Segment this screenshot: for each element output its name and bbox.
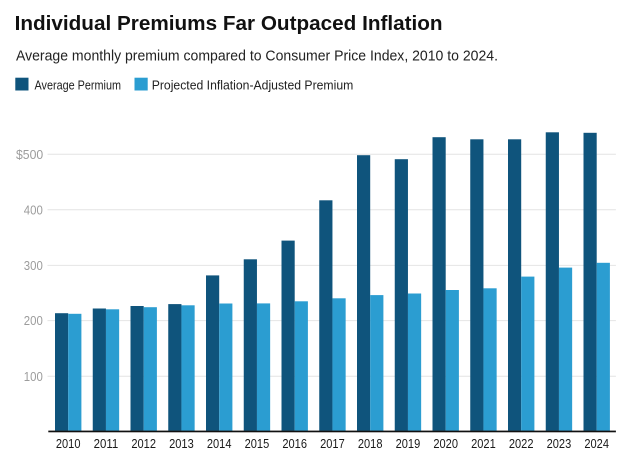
svg-text:$500: $500 [16, 148, 43, 162]
svg-text:2011: 2011 [94, 437, 119, 451]
svg-text:300: 300 [24, 259, 43, 273]
svg-text:2022: 2022 [509, 437, 534, 451]
svg-text:2010: 2010 [56, 437, 81, 451]
svg-text:2012: 2012 [131, 437, 156, 451]
svg-text:Average monthly premium compar: Average monthly premium compared to Cons… [16, 48, 498, 65]
svg-text:2021: 2021 [471, 437, 496, 451]
svg-text:2024: 2024 [584, 437, 609, 451]
svg-text:2014: 2014 [207, 437, 232, 451]
svg-text:2017: 2017 [320, 437, 345, 451]
svg-text:100: 100 [24, 370, 43, 384]
svg-text:200: 200 [24, 314, 43, 328]
svg-text:2015: 2015 [245, 437, 270, 451]
svg-text:400: 400 [24, 203, 43, 217]
svg-text:2013: 2013 [169, 437, 194, 451]
svg-text:2020: 2020 [433, 437, 458, 451]
svg-text:2016: 2016 [282, 437, 307, 451]
svg-text:2018: 2018 [358, 437, 383, 451]
svg-text:Individual Premiums Far Outpac: Individual Premiums Far Outpaced Inflati… [15, 13, 443, 35]
svg-text:2023: 2023 [547, 437, 572, 451]
svg-text:Projected Inflation-Adjusted P: Projected Inflation-Adjusted Premium [152, 77, 354, 92]
svg-text:2019: 2019 [396, 437, 421, 451]
svg-text:Average Permium: Average Permium [35, 77, 122, 92]
